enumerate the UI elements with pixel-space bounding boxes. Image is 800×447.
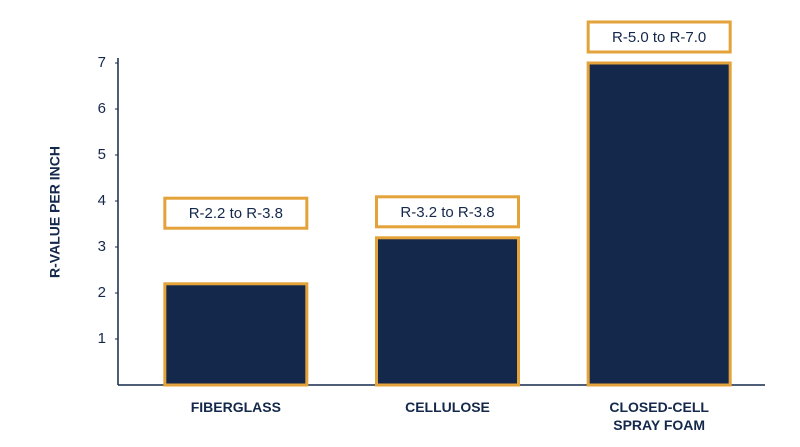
- value-label-box: [375, 195, 520, 229]
- value-label: R-2.2 to R-3.8: [189, 205, 283, 222]
- value-label-box: [163, 196, 309, 230]
- y-axis-title: R-VALUE PER INCH: [47, 146, 63, 278]
- y-tick-label: 2: [98, 284, 106, 301]
- y-tick-label: 3: [98, 238, 106, 255]
- y-tick-label: 1: [98, 330, 106, 347]
- x-tick-label: FIBERGLASS: [190, 399, 281, 415]
- bar: [586, 61, 732, 387]
- value-label-box: [586, 20, 732, 54]
- y-tick-label: 6: [98, 100, 106, 117]
- y-tick-label: 7: [98, 54, 106, 71]
- x-tick-label: CLOSED-CELL SPRAY FOAM: [609, 399, 709, 433]
- x-tick-label: CELLULOSE: [405, 399, 490, 415]
- bar: [375, 236, 520, 387]
- value-label: R-3.2 to R-3.8: [400, 204, 494, 221]
- value-label: R-5.0 to R-7.0: [612, 29, 706, 46]
- y-tick-label: 4: [98, 192, 106, 209]
- bar: [163, 282, 309, 387]
- y-tick-label: 5: [98, 146, 106, 163]
